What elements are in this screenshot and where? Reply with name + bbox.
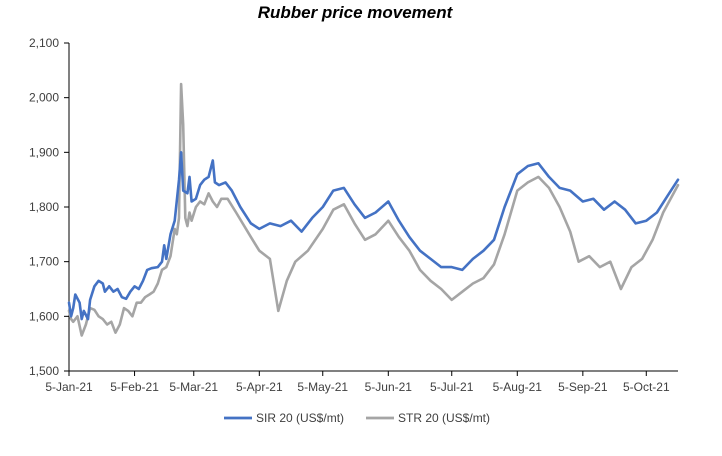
- legend: SIR 20 (US$/mt) STR 20 (US$/mt): [224, 411, 490, 425]
- y-tick-label: 1,700: [29, 255, 59, 269]
- legend-label: STR 20 (US$/mt): [398, 411, 490, 425]
- series-lines: [67, 82, 680, 337]
- x-tick-label: 5-May-21: [297, 380, 348, 394]
- x-tick-label: 5-Mar-21: [169, 380, 218, 394]
- x-tick-label: 5-Feb-21: [110, 380, 159, 394]
- x-tick-label: 5-Aug-21: [493, 380, 543, 394]
- y-tick-label: 1,900: [29, 145, 59, 159]
- x-tick-label: 5-Apr-21: [236, 380, 283, 394]
- y-tick-label: 1,800: [29, 200, 59, 214]
- x-tick-label: 5-Oct-21: [623, 380, 670, 394]
- y-tick-label: 1,500: [29, 364, 59, 378]
- x-axis: 5-Jan-21 5-Feb-21 5-Mar-21 5-Apr-21 5-May-21…: [45, 370, 678, 394]
- x-tick-label: 5-Jun-21: [365, 380, 413, 394]
- y-tick-label: 2,000: [29, 91, 59, 105]
- y-axis: 1,500 1,600 1,700 1,800 1,900 2,000 2,100: [29, 36, 70, 378]
- y-tick-label: 1,600: [29, 309, 59, 323]
- series-line-sir20: [67, 151, 680, 321]
- x-tick-label: 5-Jul-21: [430, 380, 474, 394]
- legend-label: SIR 20 (US$/mt): [256, 411, 344, 425]
- series-line-str20: [67, 82, 680, 337]
- x-tick-label: 5-Sep-21: [558, 380, 608, 394]
- chart-title: Rubber price movement: [257, 3, 453, 22]
- y-tick-label: 2,100: [29, 36, 59, 50]
- x-tick-label: 5-Jan-21: [45, 380, 93, 394]
